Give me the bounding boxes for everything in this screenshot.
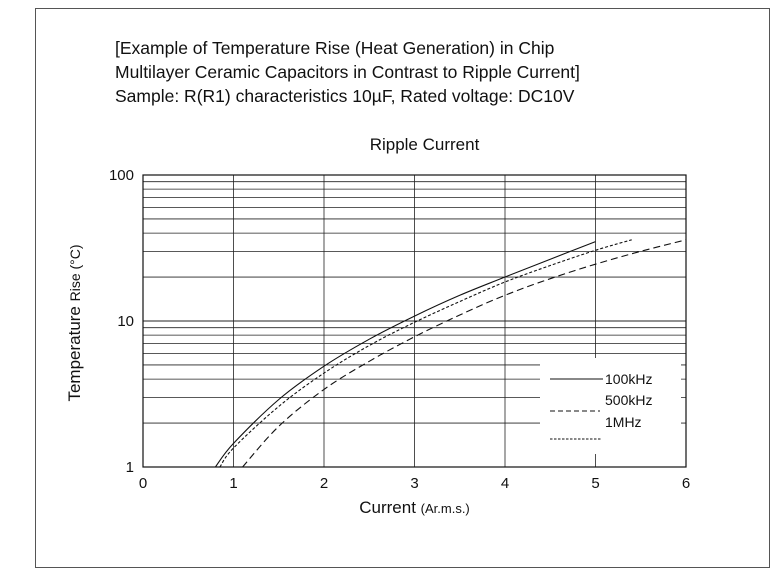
- x-axis-unit: (Ar.m.s.): [421, 501, 470, 516]
- series-line-1mhz: [242, 239, 687, 468]
- y-axis-label: Temperature Rise (°C): [65, 244, 84, 401]
- y-tick-label: 10: [117, 313, 134, 330]
- chart-title: Ripple Current: [370, 135, 480, 154]
- x-tick-label: 3: [410, 475, 418, 492]
- y-axis-label-text: Temperature: [65, 301, 84, 401]
- y-axis-unit: Rise (°C): [67, 244, 83, 301]
- x-tick-label: 6: [682, 475, 690, 492]
- figure-caption: [Example of Temperature Rise (Heat Gener…: [115, 36, 580, 108]
- series-line-100khz: [214, 241, 596, 468]
- plot-border: [142, 174, 687, 468]
- x-tick-label: 1: [229, 475, 237, 492]
- legend-label-100khz: 100kHz: [605, 371, 652, 387]
- y-tick-label: 100: [109, 167, 134, 184]
- x-axis-label-text: Current: [359, 498, 420, 517]
- caption-line-3: Sample: R(R1) characteristics 10µF, Rate…: [115, 86, 575, 106]
- x-tick-label: 0: [139, 475, 147, 492]
- caption-line-2: Multilayer Ceramic Capacitors in Contras…: [115, 62, 580, 82]
- x-tick-label: 5: [591, 475, 599, 492]
- legend-box: [540, 358, 681, 454]
- x-axis-label: Current (Ar.m.s.): [359, 498, 470, 517]
- y-tick-label: 1: [126, 459, 134, 476]
- x-tick-label: 4: [501, 475, 509, 492]
- caption-line-1: [Example of Temperature Rise (Heat Gener…: [115, 38, 555, 58]
- legend-label-1mhz: 1MHz: [605, 414, 642, 430]
- legend-label-500khz: 500kHz: [605, 392, 652, 408]
- x-tick-label: 2: [320, 475, 328, 492]
- series-line-500khz: [219, 239, 632, 468]
